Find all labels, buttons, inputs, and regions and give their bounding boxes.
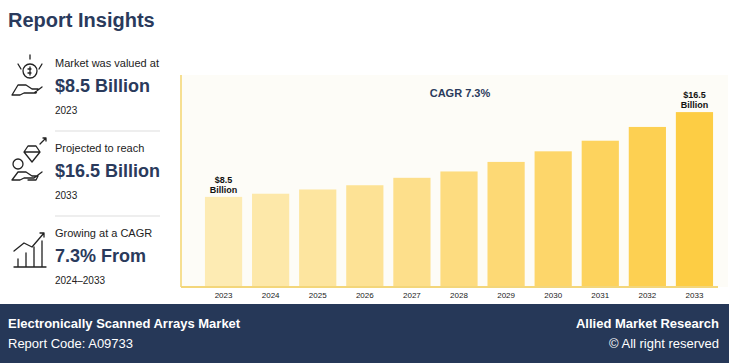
bar <box>299 189 336 287</box>
footer-brand: Allied Market Research <box>576 316 719 331</box>
insight-icon <box>12 55 42 95</box>
annotation: CAGR 7.3% <box>430 87 491 99</box>
icon-coin <box>13 159 23 169</box>
bar <box>676 112 713 287</box>
bar <box>393 178 430 287</box>
x-tick-label: 2029 <box>497 291 515 300</box>
insight-sub: 2023 <box>55 105 78 116</box>
footer-title: Electronically Scanned Arrays Market <box>8 316 241 331</box>
bar <box>535 151 572 287</box>
x-tick-label: 2027 <box>403 291 421 300</box>
separator <box>55 216 160 217</box>
separator <box>55 131 160 132</box>
page: Report Insights Market was valued at $8.5 … <box>0 0 729 363</box>
footer-rights: © All right reserved <box>609 336 719 351</box>
insight-value: $8.5 Billion <box>55 76 150 96</box>
x-tick-label: 2031 <box>591 291 609 300</box>
x-tick-label: 2033 <box>686 291 704 300</box>
insight-label: Growing at a CAGR <box>55 227 152 239</box>
insight-value: $16.5 Billion <box>55 161 160 181</box>
x-tick-label: 2032 <box>638 291 656 300</box>
bar <box>629 127 666 287</box>
data-label-line: $8.5 <box>215 175 233 185</box>
icon-stroke <box>24 146 40 162</box>
x-tick-label: 2028 <box>450 291 468 300</box>
bar <box>252 194 289 287</box>
x-tick-label: 2024 <box>262 291 280 300</box>
bar <box>205 197 242 287</box>
data-label: $8.5Billion <box>210 175 238 195</box>
data-label-line: Billion <box>210 185 238 195</box>
icon-stroke <box>40 138 46 144</box>
bar <box>440 171 477 287</box>
icon-stroke <box>12 85 42 95</box>
icon-stroke <box>12 172 42 180</box>
footer-band <box>0 304 729 363</box>
insight-label: Market was valued at <box>55 57 159 69</box>
icon-stroke <box>14 241 46 267</box>
insight-value: 7.3% From <box>55 246 146 266</box>
bars <box>205 112 713 287</box>
insight-sub: 2024–2033 <box>55 275 105 286</box>
icon-stroke <box>18 55 42 69</box>
icon-stroke <box>14 233 44 251</box>
data-label: $16.5Billion <box>681 90 709 110</box>
bar <box>487 162 524 287</box>
icon-stroke <box>28 67 31 75</box>
plot-background <box>181 75 728 287</box>
bar <box>582 141 619 287</box>
y-axis-line <box>180 75 182 287</box>
x-axis-line <box>181 286 718 288</box>
footer-code: Report Code: A09733 <box>8 336 133 351</box>
insight-sub: 2033 <box>55 190 78 201</box>
x-tick-label: 2030 <box>544 291 562 300</box>
insight-icon <box>12 138 46 180</box>
insight-icon <box>14 233 46 267</box>
data-label-line: $16.5 <box>683 90 706 100</box>
bar <box>346 185 383 287</box>
icon-coin <box>23 64 37 78</box>
page-title: Report Insights <box>8 9 155 31</box>
insight-label: Projected to reach <box>55 142 144 154</box>
data-label-line: Billion <box>681 100 709 110</box>
x-tick-label: 2026 <box>356 291 374 300</box>
x-tick-label: 2023 <box>215 291 233 300</box>
x-tick-label: 2025 <box>309 291 327 300</box>
